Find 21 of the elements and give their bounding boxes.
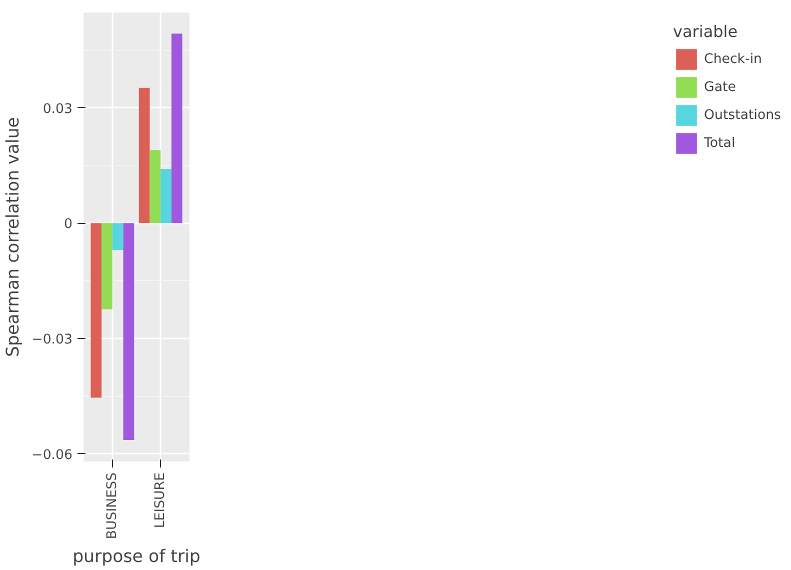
- bar: [171, 34, 182, 224]
- bar: [90, 223, 102, 398]
- legend-label: Total: [704, 136, 736, 150]
- y-tick-label: 0.03: [42, 102, 73, 117]
- bar: [123, 223, 134, 440]
- bar: [102, 223, 112, 310]
- bar: [160, 168, 172, 224]
- x-tick-label: BUSINESS: [104, 472, 120, 540]
- y-tick-label: −0.03: [32, 332, 72, 348]
- x-axis-title: purpose of trip: [72, 547, 200, 568]
- y-tick-label: 0: [64, 217, 73, 232]
- x-tick-label: LEISURE: [153, 472, 168, 528]
- legend-label: Outstations: [704, 108, 781, 122]
- legend-title: variable: [673, 22, 739, 41]
- bar: [150, 150, 161, 224]
- y-axis-title: Spearman correlation value: [4, 117, 24, 357]
- legend-label: Check-in: [704, 52, 762, 66]
- bar: [112, 223, 124, 250]
- bar: [138, 88, 150, 224]
- legend-label: Gate: [704, 80, 736, 94]
- y-tick-label: −0.06: [32, 448, 72, 463]
